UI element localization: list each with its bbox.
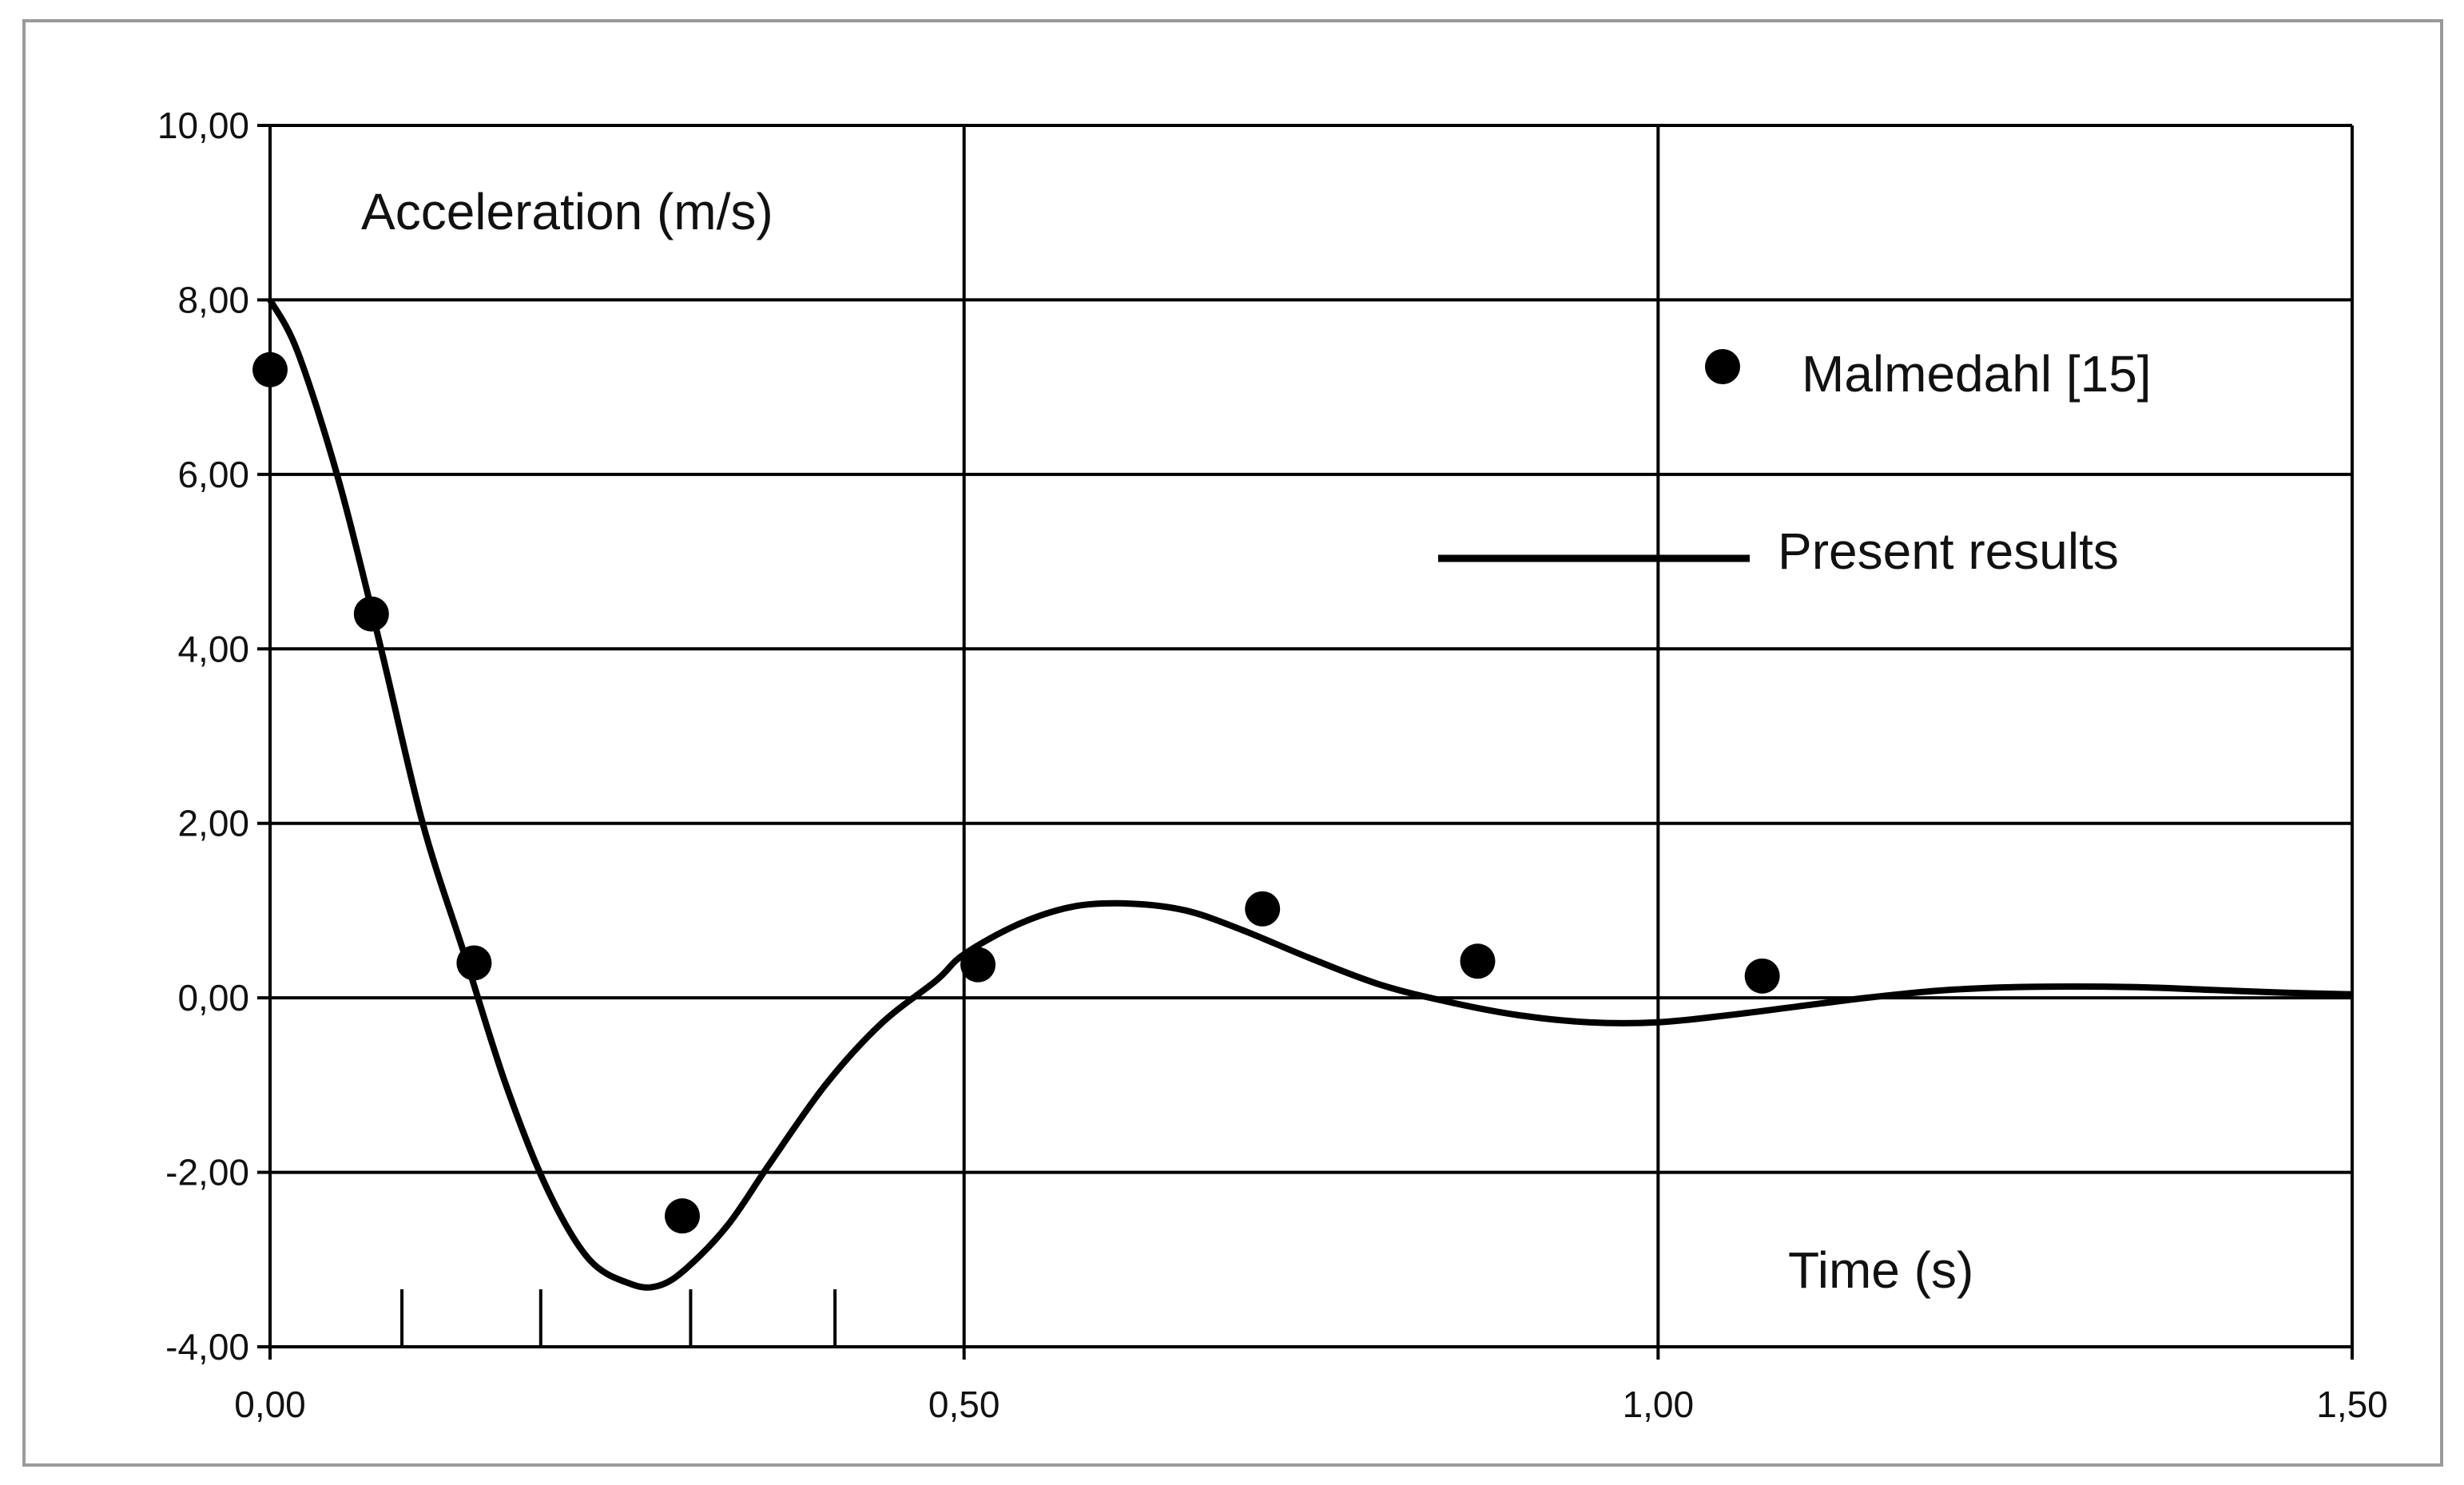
x-tick-label-0: 0,00 xyxy=(234,1384,306,1425)
data-point-malmedahl-5 xyxy=(1245,891,1281,927)
data-point-malmedahl-3 xyxy=(664,1198,700,1234)
legend-label-present-results: Present results xyxy=(1778,522,2119,580)
chart-frame xyxy=(22,19,2443,1467)
y-tick-label-1: -2,00 xyxy=(165,1152,249,1193)
x-tick-label-1: 0,50 xyxy=(928,1384,1000,1425)
y-tick-label-2: 0,00 xyxy=(177,977,249,1018)
y-tick-label-0: -4,00 xyxy=(165,1326,249,1368)
axes-layer: -4,00 -2,00 0,00 2,00 4,00 6,00 8,00 10,00 0,00 0… xyxy=(157,105,2388,1425)
y-axis-title: Acceleration (m/s) xyxy=(361,183,773,240)
y-tick-label-6: 8,00 xyxy=(177,279,249,320)
x-tick-label-2: 1,00 xyxy=(1623,1384,1695,1425)
series-layer xyxy=(252,298,2353,1291)
y-tick-label-4: 4,00 xyxy=(177,628,249,669)
y-tick-label-7: 10,00 xyxy=(157,105,249,146)
data-point-malmedahl-7 xyxy=(1744,958,1780,994)
x-axis-title: Time (s) xyxy=(1788,1241,1973,1299)
legend-layer: Malmedahl [15] Present results xyxy=(1438,345,2152,580)
y-tick-label-3: 2,00 xyxy=(177,803,249,844)
series-line-present-results xyxy=(267,298,2353,1291)
legend-marker-malmedahl xyxy=(1705,349,1740,384)
y-tick-label-5: 6,00 xyxy=(177,454,249,495)
x-tick-label-3: 1,50 xyxy=(2316,1384,2388,1425)
grid-layer xyxy=(268,124,2354,1348)
data-point-malmedahl-4 xyxy=(960,947,996,983)
legend-label-malmedahl: Malmedahl [15] xyxy=(1802,345,2152,403)
data-point-malmedahl-0 xyxy=(252,351,288,387)
data-point-malmedahl-6 xyxy=(1460,943,1496,979)
